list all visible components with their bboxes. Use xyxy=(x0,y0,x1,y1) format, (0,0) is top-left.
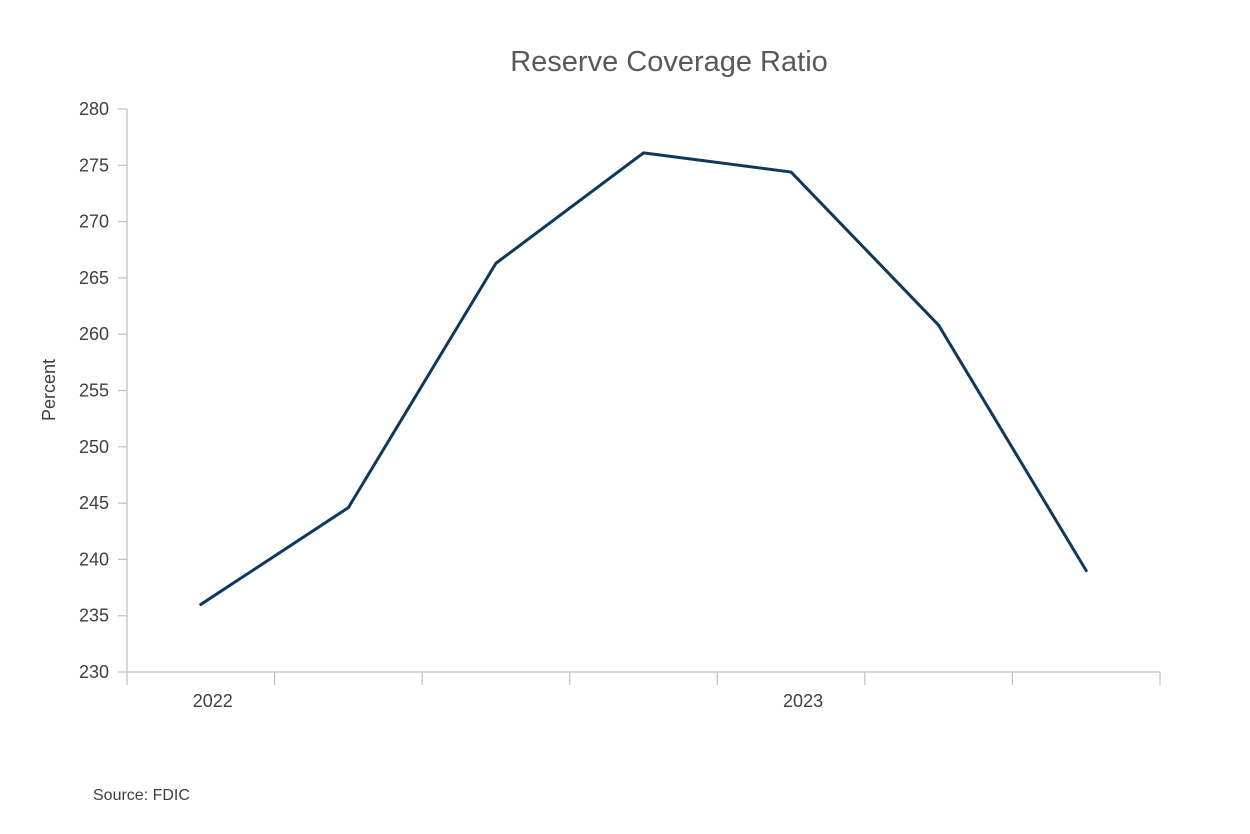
y-tick-label: 265 xyxy=(79,268,109,288)
y-axis: 230 235 240 245 250 255 260 265 270 275 280 xyxy=(79,99,128,682)
y-tick-label: 250 xyxy=(79,437,109,457)
y-tick-label: 245 xyxy=(79,493,109,513)
y-axis-label: Percent xyxy=(39,359,59,421)
chart-title: Reserve Coverage Ratio xyxy=(510,46,828,78)
x-tick-label: 2023 xyxy=(783,691,823,711)
x-axis: 2022 2023 xyxy=(126,671,1161,711)
y-tick-label: 255 xyxy=(79,381,109,401)
series-line xyxy=(199,151,1088,606)
x-tick-label: 2022 xyxy=(193,691,233,711)
source-note: Source: FDIC xyxy=(93,787,190,804)
y-tick-label: 235 xyxy=(79,606,109,626)
y-tick-label: 280 xyxy=(79,99,109,119)
y-tick-label: 240 xyxy=(79,549,109,569)
series-layer xyxy=(199,151,1088,606)
y-tick-label: 270 xyxy=(79,212,109,232)
y-tick-label: 260 xyxy=(79,324,109,344)
y-tick-label: 275 xyxy=(79,155,109,175)
y-tick-label: 230 xyxy=(79,662,109,682)
